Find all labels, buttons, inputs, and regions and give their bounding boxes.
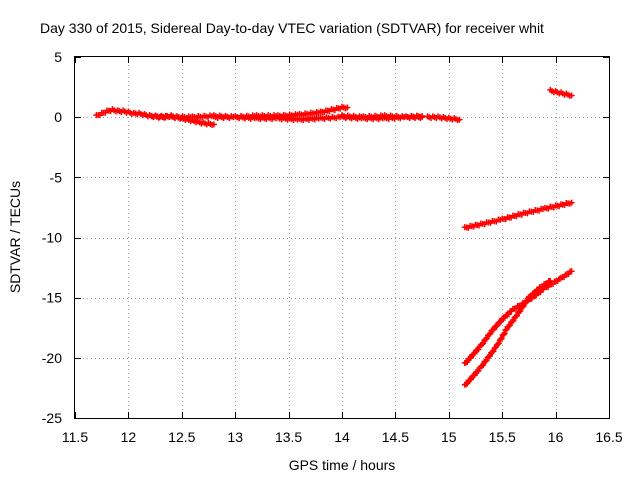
- y-tick-label: -25: [42, 410, 62, 426]
- x-axis-label: GPS time / hours: [289, 457, 396, 473]
- y-tick-label: -15: [42, 290, 62, 306]
- x-tick-label: 13: [227, 429, 243, 445]
- chart: Day 330 of 2015, Sidereal Day-to-day VTE…: [0, 0, 640, 480]
- y-tick-label: -5: [50, 169, 63, 185]
- x-tick-label: 15.5: [489, 429, 516, 445]
- series-trace-7: [462, 200, 575, 231]
- x-tick-label: 14.5: [382, 429, 409, 445]
- x-tick-label: 14: [334, 429, 350, 445]
- x-tick-label: 12.5: [168, 429, 195, 445]
- x-tick-labels: 11.5 12 12.5 13 13.5 14 14.5 15 15.5 16 16.5: [62, 429, 623, 445]
- y-tick-label: -10: [42, 230, 62, 246]
- x-tick-label: 11.5: [62, 429, 88, 445]
- y-tick-label: 0: [54, 109, 62, 125]
- y-axis-label: SDTVAR / TECUs: [7, 181, 23, 293]
- series-trace-5: [424, 113, 462, 123]
- grid: [75, 57, 609, 418]
- chart-title: Day 330 of 2015, Sidereal Day-to-day VTE…: [40, 20, 544, 36]
- x-tick-label: 16: [548, 429, 564, 445]
- y-tick-label: 5: [54, 49, 62, 65]
- x-tick-label: 15: [441, 429, 457, 445]
- x-tick-label: 13.5: [275, 429, 302, 445]
- x-tick-label: 16.5: [595, 429, 622, 445]
- series-trace-6: [547, 87, 574, 99]
- y-tick-labels: 5 0 -5 -10 -15 -20 -25: [42, 49, 62, 426]
- x-tick-label: 12: [121, 429, 137, 445]
- y-tick-label: -20: [42, 350, 62, 366]
